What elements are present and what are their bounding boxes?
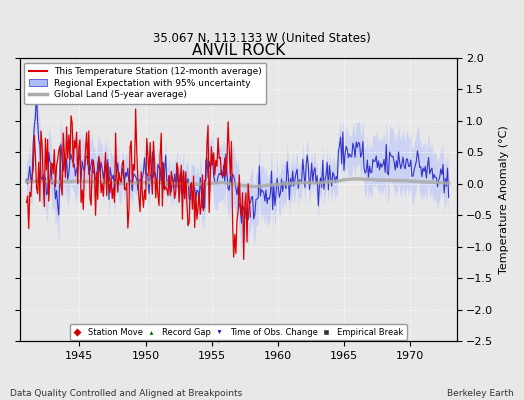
Global Land (5-year average) (445, 181, 452, 186)
Global Land (5-year average) (347, 177, 354, 182)
Regional Expectation with 95% uncertainty (339, 162, 345, 166)
Global Land (5-year average) (24, 179, 30, 184)
This Temperature Station (12-month average) (244, 240, 250, 244)
Global Land (5-year average) (337, 178, 344, 183)
Global Land (5-year average) (275, 182, 281, 187)
Regional Expectation with 95% uncertainty (276, 195, 282, 200)
Legend: Station Move, Record Gap, Time of Obs. Change, Empirical Break: Station Move, Record Gap, Time of Obs. C… (70, 324, 407, 340)
Regional Expectation with 95% uncertainty (238, 221, 245, 226)
Global Land (5-year average) (352, 176, 358, 181)
Line: This Temperature Station (12-month average): This Temperature Station (12-month avera… (27, 109, 250, 259)
This Temperature Station (12-month average) (247, 214, 254, 219)
Regional Expectation with 95% uncertainty (348, 154, 355, 159)
Regional Expectation with 95% uncertainty (100, 176, 106, 181)
Regional Expectation with 95% uncertainty (34, 92, 40, 97)
Text: Data Quality Controlled and Aligned at Breakpoints: Data Quality Controlled and Aligned at B… (10, 389, 243, 398)
This Temperature Station (12-month average) (241, 257, 247, 262)
Point (214, 335, 223, 341)
This Temperature Station (12-month average) (135, 177, 141, 182)
Global Land (5-year average) (257, 184, 264, 188)
This Temperature Station (12-month average) (24, 200, 30, 205)
This Temperature Station (12-month average) (141, 188, 148, 192)
Global Land (5-year average) (254, 184, 260, 189)
Regional Expectation with 95% uncertainty (213, 181, 219, 186)
Regional Expectation with 95% uncertainty (258, 188, 265, 192)
This Temperature Station (12-month average) (133, 106, 139, 111)
This Temperature Station (12-month average) (80, 207, 86, 212)
Title: ANVIL ROCK: ANVIL ROCK (192, 43, 285, 58)
Line: Global Land (5-year average): Global Land (5-year average) (27, 179, 449, 186)
Regional Expectation with 95% uncertainty (445, 195, 452, 200)
Text: Berkeley Earth: Berkeley Earth (447, 389, 514, 398)
Global Land (5-year average) (99, 180, 105, 184)
This Temperature Station (12-month average) (159, 204, 166, 208)
Line: Regional Expectation with 95% uncertainty: Regional Expectation with 95% uncertaint… (27, 94, 449, 223)
Regional Expectation with 95% uncertainty (24, 177, 30, 182)
Y-axis label: Temperature Anomaly (°C): Temperature Anomaly (°C) (499, 125, 509, 274)
Global Land (5-year average) (212, 181, 218, 186)
This Temperature Station (12-month average) (210, 162, 216, 167)
Text: 35.067 N, 113.133 W (United States): 35.067 N, 113.133 W (United States) (153, 32, 371, 45)
